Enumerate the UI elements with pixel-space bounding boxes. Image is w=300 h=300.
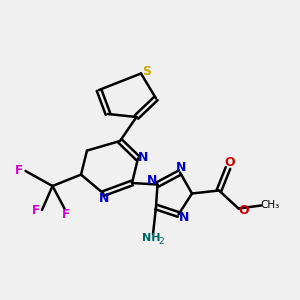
Text: N: N (147, 173, 157, 187)
Text: F: F (15, 164, 23, 177)
Text: NH: NH (142, 232, 161, 243)
Text: N: N (179, 211, 189, 224)
Text: F: F (62, 208, 70, 221)
Text: CH₃: CH₃ (260, 200, 280, 210)
Text: O: O (224, 156, 235, 169)
Text: 2: 2 (159, 237, 164, 246)
Text: N: N (176, 160, 187, 174)
Text: S: S (142, 65, 151, 79)
Text: F: F (32, 204, 39, 217)
Text: O: O (238, 203, 249, 217)
Text: N: N (138, 151, 148, 164)
Text: N: N (99, 192, 110, 206)
